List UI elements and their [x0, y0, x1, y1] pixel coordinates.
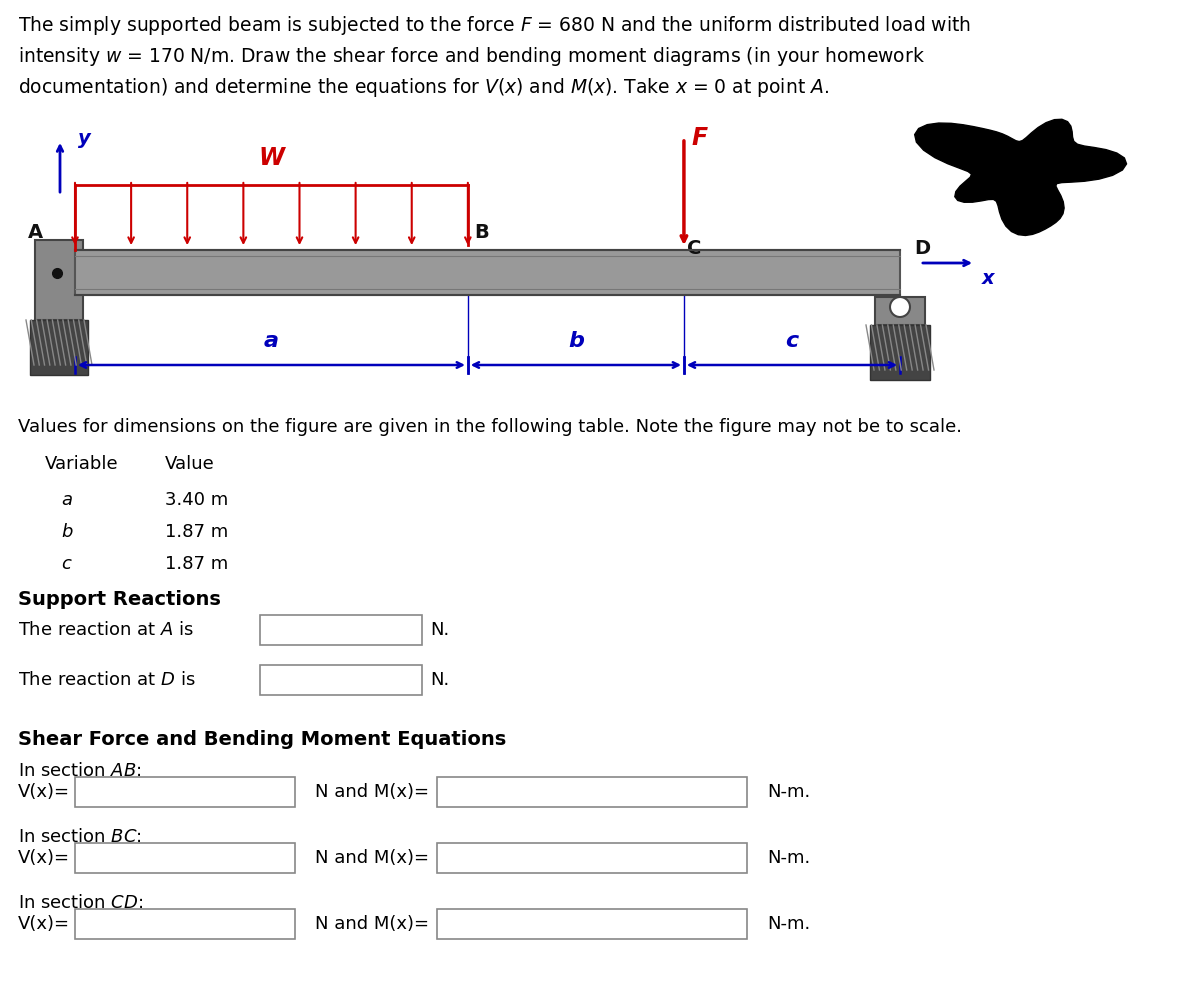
Bar: [74, 250, 900, 295]
Bar: [437, 909, 746, 939]
Text: documentation) and determine the equations for $V(x)$ and $M(x)$. Take $x$ = 0 a: documentation) and determine the equatio…: [18, 76, 829, 99]
Text: N.: N.: [430, 671, 449, 689]
Text: N-m.: N-m.: [767, 849, 810, 867]
Text: D: D: [914, 238, 930, 257]
Text: 1.87 m: 1.87 m: [166, 523, 228, 541]
Bar: [870, 325, 930, 380]
Text: N and M(x)=: N and M(x)=: [314, 849, 430, 867]
Text: $a$: $a$: [61, 491, 73, 509]
Polygon shape: [914, 120, 1127, 235]
Text: $c$: $c$: [61, 555, 73, 573]
Bar: [437, 843, 746, 873]
Text: c: c: [785, 331, 798, 351]
Text: b: b: [568, 331, 584, 351]
Bar: [260, 615, 422, 645]
Text: F: F: [692, 126, 708, 150]
Text: x: x: [982, 269, 995, 287]
Text: intensity $w$ = 170 N/m. Draw the shear force and bending moment diagrams (in yo: intensity $w$ = 170 N/m. Draw the shear …: [18, 45, 925, 68]
Text: V(x)=: V(x)=: [18, 783, 70, 801]
Text: The simply supported beam is subjected to the force $F$ = 680 N and the uniform : The simply supported beam is subjected t…: [18, 14, 971, 37]
Text: B: B: [474, 224, 490, 242]
Bar: [437, 777, 746, 807]
Text: V(x)=: V(x)=: [18, 915, 70, 933]
Text: Support Reactions: Support Reactions: [18, 590, 221, 609]
Bar: [260, 665, 422, 695]
Text: N.: N.: [430, 621, 449, 639]
Text: Shear Force and Bending Moment Equations: Shear Force and Bending Moment Equations: [18, 730, 506, 749]
Text: $b$: $b$: [61, 523, 73, 541]
Text: The reaction at $D$ is: The reaction at $D$ is: [18, 671, 196, 689]
Text: N-m.: N-m.: [767, 915, 810, 933]
Bar: [74, 777, 295, 807]
Text: W: W: [258, 146, 284, 170]
Text: a: a: [264, 331, 278, 351]
Text: Values for dimensions on the figure are given in the following table. Note the f: Values for dimensions on the figure are …: [18, 418, 962, 436]
Bar: [35, 240, 83, 320]
Text: N-m.: N-m.: [767, 783, 810, 801]
Text: In section $BC$:: In section $BC$:: [18, 828, 142, 846]
Bar: [74, 909, 295, 939]
Text: A: A: [28, 224, 42, 242]
Text: N and M(x)=: N and M(x)=: [314, 915, 430, 933]
Text: 1.87 m: 1.87 m: [166, 555, 228, 573]
Bar: [30, 320, 88, 375]
Text: y: y: [78, 129, 91, 147]
Text: In section $CD$:: In section $CD$:: [18, 894, 144, 912]
Text: In section $AB$:: In section $AB$:: [18, 762, 142, 780]
Text: C: C: [686, 238, 701, 257]
Bar: [74, 843, 295, 873]
Circle shape: [890, 297, 910, 317]
Text: Value: Value: [166, 455, 215, 473]
Text: Variable: Variable: [46, 455, 119, 473]
Bar: [875, 297, 925, 325]
Text: N and M(x)=: N and M(x)=: [314, 783, 430, 801]
Text: 3.40 m: 3.40 m: [166, 491, 228, 509]
Text: V(x)=: V(x)=: [18, 849, 70, 867]
Text: The reaction at $A$ is: The reaction at $A$ is: [18, 621, 194, 639]
